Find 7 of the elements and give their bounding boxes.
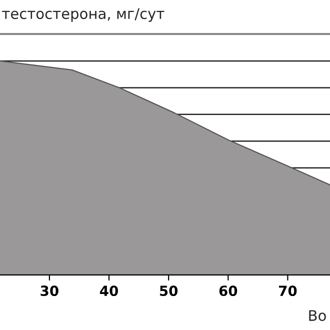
x-tick-label: 70: [278, 286, 297, 296]
y-axis-title: тестостерона, мг/сут: [2, 8, 164, 22]
x-tick-label: 40: [100, 286, 118, 296]
x-tick-label: 50: [160, 286, 178, 296]
x-tick-label: 30: [40, 286, 58, 296]
x-tick-label: 60: [219, 286, 238, 296]
x-axis-title: Во: [309, 310, 326, 322]
